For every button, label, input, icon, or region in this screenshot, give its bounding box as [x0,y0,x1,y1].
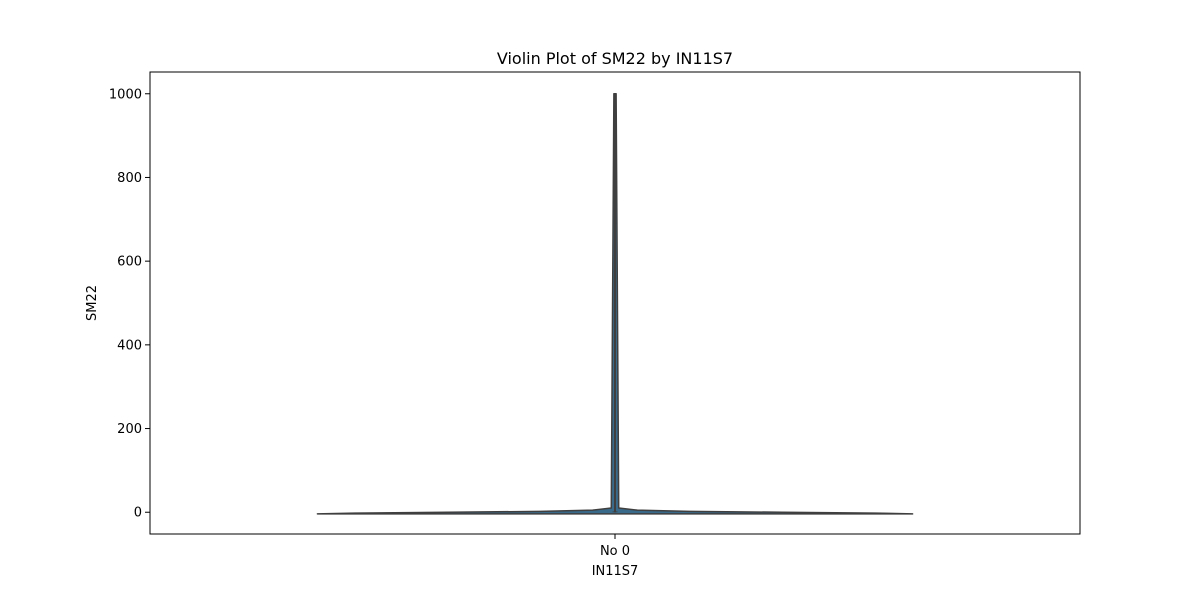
x-axis: No 0 [600,534,630,559]
y-tick-label: 600 [117,255,142,270]
y-tick-label: 1000 [109,87,142,102]
y-tick-label: 800 [117,171,142,186]
y-tick-label: 0 [134,506,142,521]
x-axis-label: IN11S7 [592,564,639,579]
y-tick-label: 400 [117,338,142,353]
y-tick-label: 200 [117,422,142,437]
plot-area [316,93,914,515]
chart-title: Violin Plot of SM22 by IN11S7 [497,49,733,68]
x-tick-label: No 0 [600,544,630,559]
y-axis: 0 200 400 600 800 1000 [109,87,150,521]
y-axis-label: SM22 [85,285,100,321]
